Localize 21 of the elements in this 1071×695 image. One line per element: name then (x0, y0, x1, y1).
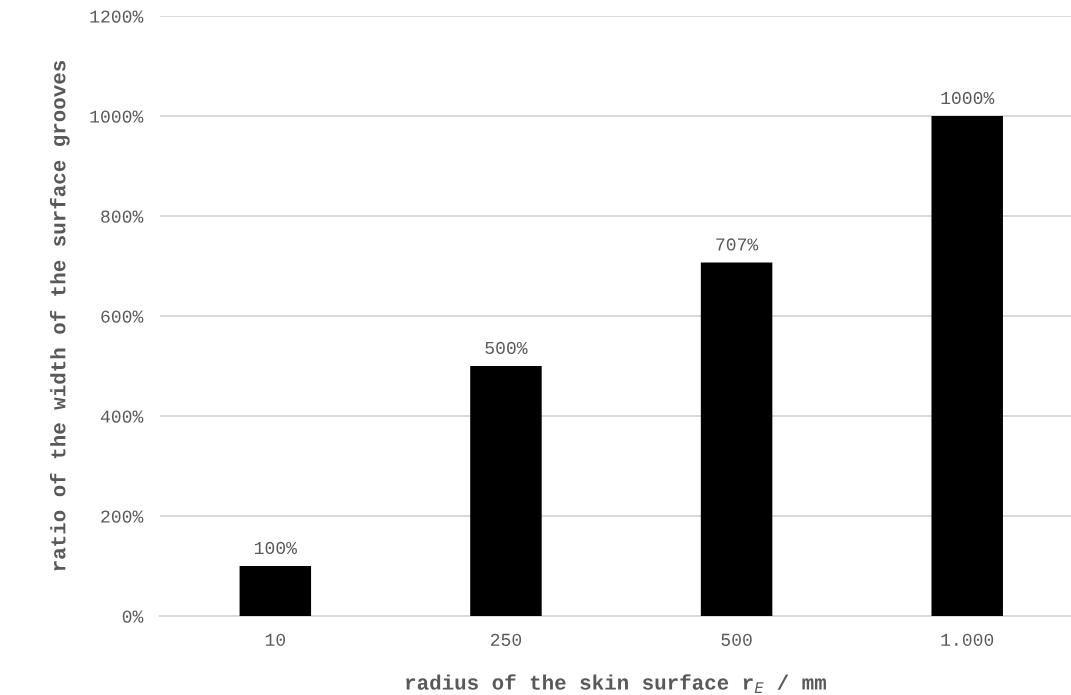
x-tick-label: 10 (265, 633, 286, 646)
y-tick-label: 200% (101, 510, 144, 523)
y-tick-label: 0% (122, 610, 144, 623)
y-tick-label: 1000% (90, 110, 144, 123)
data-label: 100% (254, 541, 297, 555)
x-tick-label: 1.000 (941, 633, 994, 646)
data-label: 707% (716, 238, 759, 251)
y-tick-label: 600% (101, 310, 144, 323)
bar (239, 566, 312, 616)
data-label: 1000% (941, 91, 995, 105)
y-tick-label: 400% (100, 410, 144, 423)
bar (931, 116, 1003, 616)
x-tick-label: 500 (721, 633, 752, 646)
bar (470, 366, 542, 616)
x-tick-label: 250 (490, 633, 522, 646)
data-label: 500% (485, 341, 528, 355)
x-axis-title: radius of the skin surface r$_{E}$ / mm (406, 674, 826, 693)
y-tick-label: 800% (101, 210, 144, 223)
y-tick-label: 1200% (90, 10, 144, 23)
bar (700, 262, 773, 616)
y-axis-title: ratio of the width of the surface grooves (49, 61, 70, 571)
